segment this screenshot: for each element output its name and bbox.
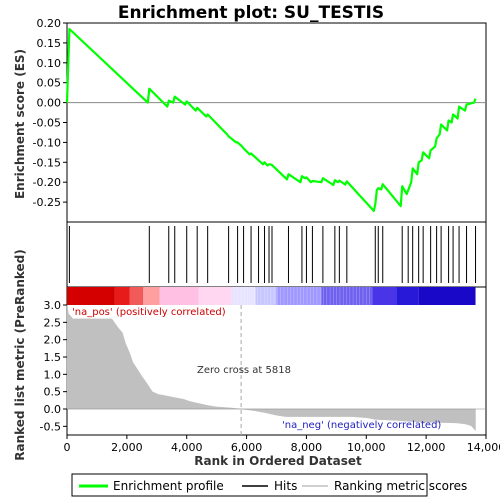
es-y-tick-label: 0.05	[37, 77, 62, 90]
es-y-tick-label: -0.05	[33, 117, 61, 130]
x-tick-label: 12,000	[407, 441, 446, 454]
metric-y-tick-label: 1.0	[44, 368, 62, 381]
heat-segment	[276, 287, 322, 305]
heat-segment	[67, 287, 115, 305]
x-tick-label: 0	[64, 441, 71, 454]
x-tick-label: 10,000	[347, 441, 386, 454]
heat-segment	[396, 287, 419, 305]
legend-hits-label: Hits	[274, 479, 297, 493]
heat-segment	[159, 287, 199, 305]
es-y-tick-label: 0.15	[37, 37, 62, 50]
metric-y-tick-label: 0.5	[44, 386, 62, 399]
es-y-tick-label: -0.15	[33, 156, 61, 169]
x-tick-label: 14,000	[467, 441, 500, 454]
es-axis-title: Enrichment score (ES)	[13, 49, 27, 199]
heat-segment	[418, 287, 476, 305]
heat-segment	[231, 287, 256, 305]
chart-title: Enrichment plot: SU_TESTIS	[118, 3, 384, 23]
legend: Enrichment profile Hits Ranking metric s…	[71, 473, 467, 497]
metric-y-tick-label: 2.5	[44, 316, 62, 329]
zero-cross-annotation: Zero cross at 5818	[197, 365, 291, 376]
es-y-tick-label: -0.25	[33, 196, 61, 209]
legend-es-label: Enrichment profile	[113, 479, 224, 493]
heat-segment	[198, 287, 232, 305]
metric-y-tick-label: -0.5	[40, 420, 61, 433]
metric-y-tick-label: 1.5	[44, 351, 62, 364]
metric-axis-title: Ranked list metric (PreRanked)	[13, 249, 27, 461]
heat-bar	[67, 287, 476, 305]
legend-box	[71, 473, 428, 497]
hits-panel-frame	[66, 221, 487, 288]
x-tick-label: 4,000	[171, 441, 203, 454]
ranked-metric-area	[66, 304, 476, 432]
metric-y-tick-label: 3.0	[44, 299, 62, 312]
metric-y-tick-label: 0.0	[44, 403, 62, 416]
es-y-tick-label: -0.10	[33, 136, 61, 149]
hits-layer	[68, 226, 477, 283]
enrichment-profile-line	[65, 27, 477, 212]
es-y-tick-label: -0.20	[33, 176, 61, 189]
metric-y-tick-label: 2.0	[44, 334, 62, 347]
heat-segment	[321, 287, 373, 305]
heat-segment	[372, 287, 397, 305]
legend-metric-label: Ranking metric scores	[334, 479, 467, 493]
heat-segment	[129, 287, 144, 305]
x-tick-label: 2,000	[111, 441, 143, 454]
x-tick-label: 8,000	[291, 441, 323, 454]
x-axis-title: Rank in Ordered Dataset	[194, 454, 362, 468]
metric-layer: 3.0 2.5 2.0 1.5 1.0 0.5 0.0 -0.50 2,000 4,000 6,00…	[40, 299, 500, 454]
x-tick-label: 6,000	[231, 441, 263, 454]
es-y-tick-label: 0.10	[37, 57, 62, 70]
es-y-tick-label: 0.00	[37, 97, 62, 110]
negative-annotation: 'na_neg' (negatively correlated)	[282, 420, 441, 431]
es-y-tick-label: 0.20	[37, 17, 62, 30]
positive-annotation: 'na_pos' (positively correlated)	[72, 307, 226, 318]
heat-segment	[114, 287, 130, 305]
heat-segment	[255, 287, 277, 305]
enrichment-panel-frame	[66, 22, 487, 223]
heat-segment	[143, 287, 160, 305]
enrichment-layer: 0.20 0.15 0.10 0.05 0.00 -0.05 -0.10 -0.15 -0.20…	[33, 17, 486, 212]
